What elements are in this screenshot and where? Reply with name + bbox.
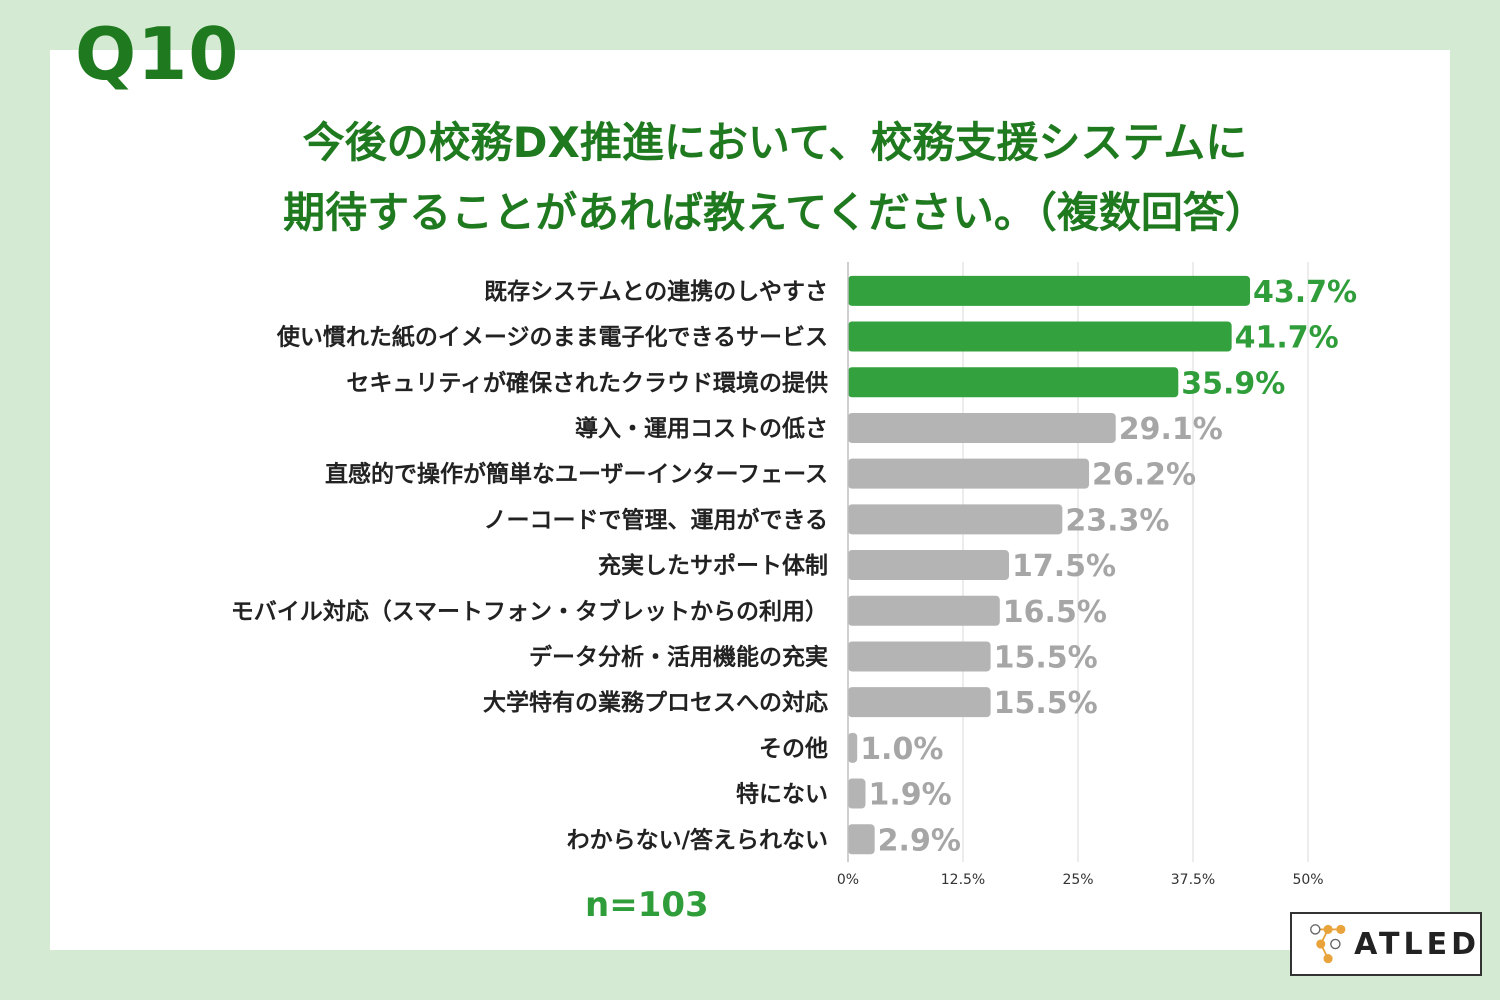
category-label: 導入・運用コストの低さ: [575, 415, 828, 442]
bar: [848, 367, 1179, 398]
bar: [848, 595, 1000, 626]
category-label: ノーコードで管理、運用ができる: [483, 506, 828, 533]
value-label: 23.3%: [1065, 503, 1169, 538]
tick-label: 12.5%: [941, 872, 985, 888]
category-label: データ分析・活用機能の充実: [529, 643, 828, 670]
bar: [848, 778, 866, 809]
category-label: その他: [759, 736, 828, 762]
bar: [848, 412, 1116, 443]
question-number: Q10: [75, 12, 240, 96]
value-label: 26.2%: [1092, 458, 1196, 493]
tick-label: 0%: [837, 872, 859, 888]
bar: [848, 687, 991, 718]
title-line-1: 今後の校務DX推進において、校務支援システムに: [302, 118, 1248, 167]
value-label: 29.1%: [1119, 412, 1223, 447]
bar: [848, 275, 1251, 306]
bar: [848, 824, 875, 855]
bar: [848, 732, 858, 763]
category-label: 大学特有の業務プロセスへの対応: [483, 689, 828, 716]
bar: [848, 321, 1232, 352]
sample-size: n=103: [585, 885, 709, 925]
category-label: モバイル対応（スマートフォン・タブレットからの利用）: [231, 598, 828, 625]
category-label: 特にない: [736, 782, 828, 808]
title-line-2: 期待することがあれば教えてください。（複数回答）: [283, 188, 1267, 237]
category-label: セキュリティが確保されたクラウド環境の提供: [346, 369, 828, 396]
value-label: 2.9%: [878, 823, 961, 858]
category-label: 充実したサポート体制: [598, 552, 828, 579]
bar: [848, 504, 1063, 535]
value-label: 1.9%: [868, 778, 951, 813]
value-label: 41.7%: [1235, 321, 1339, 356]
category-label: 既存システムとの連携のしやすさ: [484, 278, 828, 305]
category-label: 直感的で操作が簡単なユーザーインターフェース: [325, 461, 828, 488]
category-label: 使い慣れた紙のイメージのまま電子化できるサービス: [276, 324, 828, 351]
value-label: 16.5%: [1003, 595, 1107, 630]
value-label: 15.5%: [994, 640, 1098, 675]
atled-logo: ATLED: [1290, 912, 1482, 976]
atled-logo-icon: [1310, 924, 1346, 964]
bar: [848, 458, 1090, 489]
chart-title: 今後の校務DX推進において、校務支援システムに 期待することがあれば教えてくださ…: [150, 108, 1400, 248]
value-label: 43.7%: [1253, 275, 1357, 310]
tick-label: 37.5%: [1171, 872, 1215, 888]
atled-logo-text: ATLED: [1354, 926, 1480, 962]
content-card: [50, 50, 1450, 950]
category-label: わからない/答えられない: [567, 826, 828, 853]
value-label: 15.5%: [994, 686, 1098, 721]
tick-label: 50%: [1292, 872, 1323, 888]
tick-label: 25%: [1062, 872, 1093, 888]
value-label: 35.9%: [1181, 366, 1285, 401]
bar: [848, 550, 1009, 581]
bar: [848, 641, 991, 672]
value-label: 17.5%: [1012, 549, 1116, 584]
value-label: 1.0%: [860, 732, 943, 767]
